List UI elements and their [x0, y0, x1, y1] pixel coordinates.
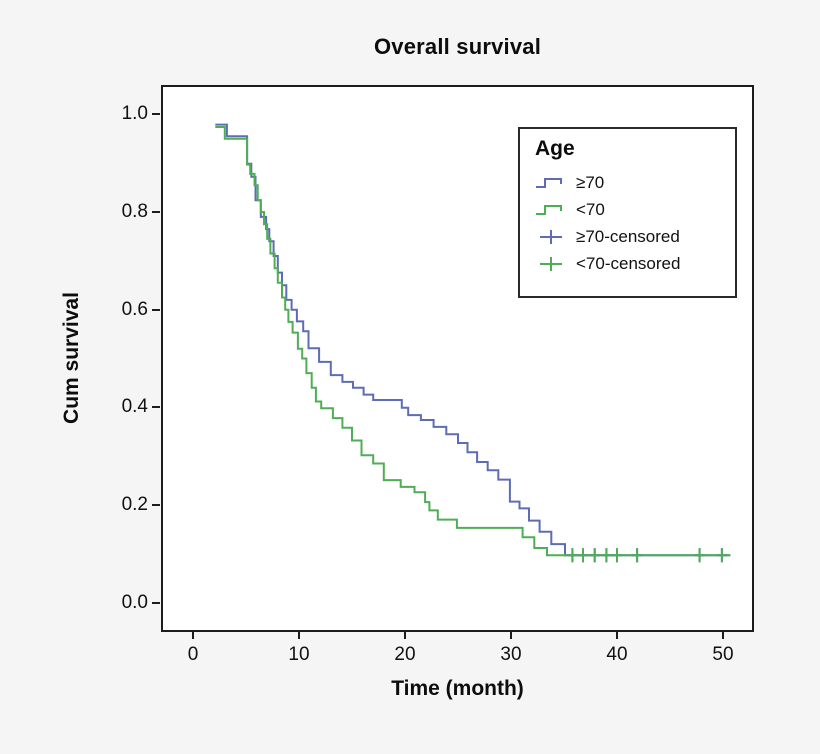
- x-tick-label: 20: [394, 644, 416, 665]
- x-tick-mark: [403, 632, 406, 639]
- survival-curve: [589, 548, 600, 563]
- survival-curve: [215, 126, 731, 557]
- survival-curve: [601, 548, 612, 563]
- x-tick-label: 10: [288, 644, 310, 665]
- plus-marker-icon: [540, 229, 562, 244]
- legend-item-ge70-censored: ≥70-censored: [535, 223, 735, 250]
- y-tick-mark: [152, 113, 160, 116]
- y-tick-mark: [152, 406, 160, 409]
- legend-item-lt70: <70: [535, 196, 735, 223]
- y-tick-label: 0.6: [121, 298, 148, 320]
- legend-item-label: ≥70-censored: [576, 226, 680, 246]
- legend-item-lt70-censored: <70-censored: [535, 250, 735, 277]
- legend-item-ge70: ≥70: [535, 169, 735, 196]
- km-plot-svg: [215, 123, 731, 563]
- x-tick-mark: [191, 632, 194, 639]
- survival-curve: [567, 548, 578, 563]
- x-tick-mark: [509, 632, 512, 639]
- x-tick-label: 50: [712, 644, 734, 665]
- legend-item-label: ≥70: [576, 172, 605, 192]
- x-tick-mark: [297, 632, 300, 639]
- legend-title: Age: [535, 137, 575, 160]
- y-tick-label: 0.4: [121, 396, 148, 418]
- x-tick-mark: [721, 632, 724, 639]
- x-tick-label: 0: [187, 644, 199, 665]
- y-tick-label: 1.0: [121, 103, 148, 125]
- legend-box: Age ≥70 <70 ≥70-censored <70-censored: [518, 127, 737, 298]
- y-tick-mark: [152, 503, 160, 506]
- plus-marker-icon: [540, 256, 562, 271]
- survival-curve: [578, 548, 588, 563]
- y-tick-mark: [152, 308, 160, 311]
- step-line-icon: [536, 177, 562, 188]
- chart-title: Overall survival: [373, 34, 542, 59]
- survival-curve: [716, 548, 727, 563]
- survival-curve: [632, 548, 643, 563]
- y-tick-label: 0.2: [121, 493, 148, 515]
- y-tick-label: 0.8: [121, 201, 148, 222]
- step-line-icon: [536, 204, 562, 215]
- y-tick-mark: [152, 601, 160, 604]
- x-tick-mark: [615, 632, 618, 639]
- x-tick-label: 30: [500, 644, 522, 665]
- legend-item-label: <70: [576, 199, 605, 219]
- survival-curve: [694, 548, 705, 563]
- y-axis-label: Cum survival: [60, 292, 83, 424]
- y-tick-label: 0.0: [121, 591, 148, 613]
- x-axis-label: Time (month): [391, 677, 524, 700]
- y-tick-mark: [152, 211, 160, 213]
- legend-item-label: <70-censored: [576, 253, 681, 273]
- x-tick-label: 40: [606, 644, 628, 665]
- survival-curve: [612, 548, 622, 563]
